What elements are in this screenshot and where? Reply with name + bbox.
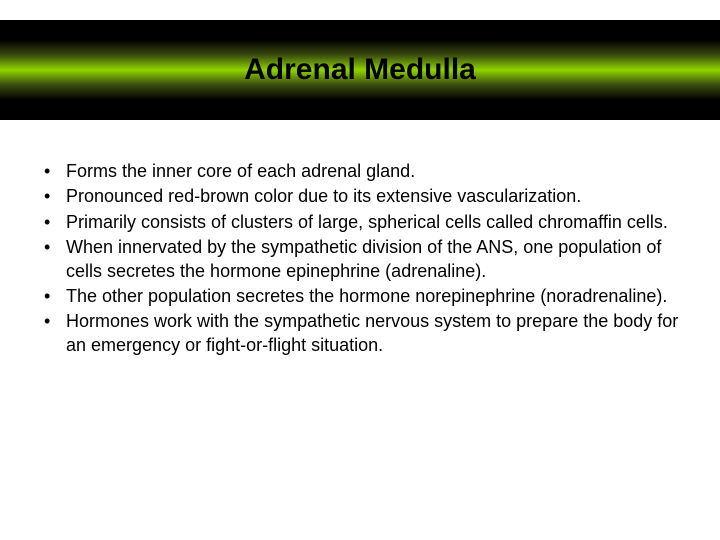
list-item: Pronounced red-brown color due to its ex…: [36, 185, 684, 208]
bullet-list: Forms the inner core of each adrenal gla…: [36, 160, 684, 357]
list-item: When innervated by the sympathetic divis…: [36, 236, 684, 283]
list-item: Forms the inner core of each adrenal gla…: [36, 160, 684, 183]
list-item: Hormones work with the sympathetic nervo…: [36, 310, 684, 357]
list-item: The other population secretes the hormon…: [36, 285, 684, 308]
title-band: Adrenal Medulla: [0, 20, 720, 120]
list-item: Primarily consists of clusters of large,…: [36, 211, 684, 234]
slide-title: Adrenal Medulla: [244, 53, 476, 87]
slide: Adrenal Medulla Forms the inner core of …: [0, 0, 720, 540]
slide-content: Forms the inner core of each adrenal gla…: [36, 160, 684, 359]
